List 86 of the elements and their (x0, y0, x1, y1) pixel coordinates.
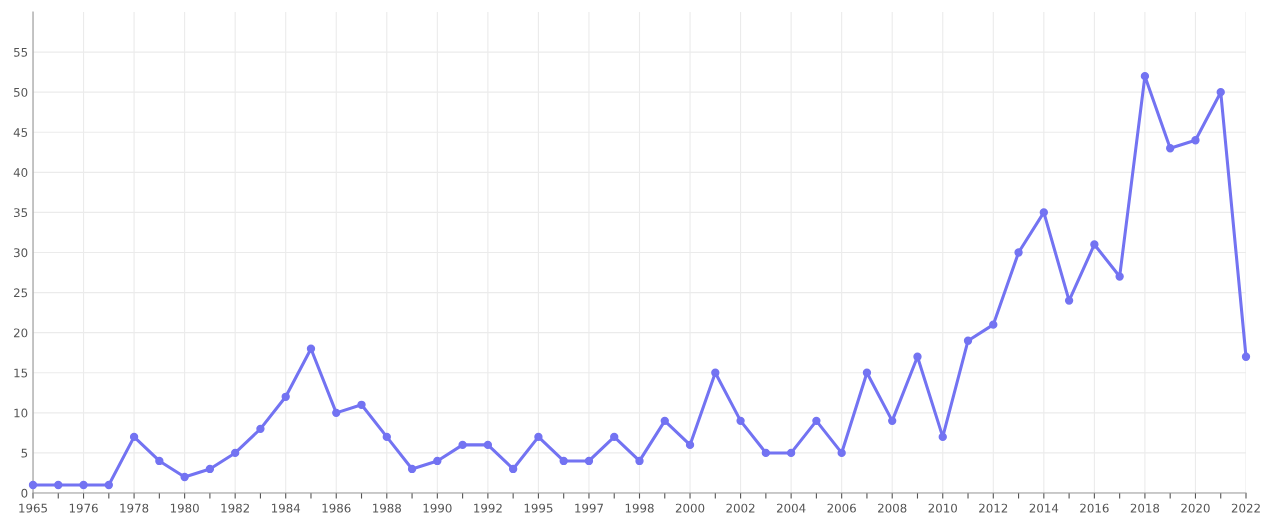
y-tick-label: 50 (14, 87, 28, 97)
point (989, 320, 998, 329)
point (584, 456, 594, 466)
x-tick-label: 2004 (776, 503, 806, 513)
point (1014, 248, 1023, 257)
point (54, 480, 63, 490)
point (332, 408, 341, 418)
point (660, 416, 669, 426)
x-tick-label: 1992 (474, 503, 502, 513)
point (761, 448, 771, 458)
point (508, 464, 518, 474)
x-tick-label: 2008 (878, 503, 907, 513)
point (306, 344, 316, 353)
point (534, 432, 543, 442)
point (256, 424, 265, 434)
y-tick-label: 55 (14, 47, 28, 57)
y-tick-label: 15 (14, 368, 28, 378)
point (433, 456, 442, 466)
point (1191, 136, 1200, 145)
point (281, 392, 290, 401)
x-tick-label: 2006 (827, 503, 856, 513)
point (1166, 144, 1175, 153)
y-tick-label: 45 (13, 128, 28, 137)
point (685, 440, 695, 450)
x-tick-label: 2012 (979, 503, 1008, 513)
point (1090, 240, 1099, 249)
x-tick-label: 2018 (1130, 503, 1160, 513)
point (1241, 352, 1251, 361)
point (711, 368, 720, 377)
y-tick-label: 30 (14, 248, 28, 258)
point (155, 456, 164, 466)
x-tick-label: 2014 (1029, 503, 1059, 513)
y-tick-label: 20 (13, 328, 28, 338)
x-tick-label: 1995 (524, 503, 553, 513)
x-tick-label: 2016 (1080, 503, 1109, 513)
point (786, 448, 796, 458)
point (104, 480, 113, 490)
y-tick-label: 5 (21, 448, 28, 458)
point (938, 432, 947, 442)
y-tick-label: 35 (14, 208, 28, 218)
x-tick-label: 2000 (675, 503, 705, 513)
y-tick-label: 25 (13, 288, 28, 298)
point (736, 416, 745, 426)
point (28, 480, 38, 490)
point (205, 464, 215, 474)
x-tick-label: 1984 (271, 503, 301, 513)
x-tick-label: 1986 (322, 503, 351, 513)
point (357, 400, 366, 409)
y-tick-label: 40 (13, 168, 28, 177)
x-tick-label: 1988 (373, 503, 402, 513)
point (1064, 296, 1074, 305)
point (1039, 208, 1049, 217)
point (862, 368, 872, 377)
point (483, 440, 493, 450)
point (963, 336, 973, 345)
x-tick-label: 1976 (69, 503, 98, 513)
point (888, 416, 897, 426)
x-tick-label: 2002 (726, 503, 755, 513)
x-tick-label: 1965 (19, 503, 47, 513)
point (837, 448, 846, 458)
point (129, 432, 139, 442)
point (559, 456, 568, 466)
point (458, 440, 467, 450)
x-tick-label: 1997 (575, 503, 603, 513)
x-tick-label: 1982 (221, 503, 250, 513)
point (1115, 272, 1124, 281)
y-tick-label: 0 (21, 488, 28, 498)
point (79, 480, 88, 490)
x-tick-label: 1990 (423, 503, 452, 513)
point (230, 448, 240, 458)
x-tick-label: 1978 (120, 503, 149, 513)
x-tick-label: 2022 (1231, 503, 1260, 513)
x-tick-label: 1980 (170, 503, 199, 513)
point (812, 416, 821, 426)
x-tick-label: 2010 (928, 503, 957, 513)
point (913, 352, 922, 361)
x-tick-label: 1998 (625, 503, 654, 513)
point (635, 456, 644, 466)
point (382, 432, 391, 442)
point (610, 432, 619, 442)
point (1140, 71, 1150, 81)
point (1216, 87, 1225, 97)
y-tick-label: 10 (14, 408, 28, 418)
point (180, 472, 189, 482)
point (407, 464, 417, 474)
x-tick-label: 2020 (1181, 503, 1210, 513)
